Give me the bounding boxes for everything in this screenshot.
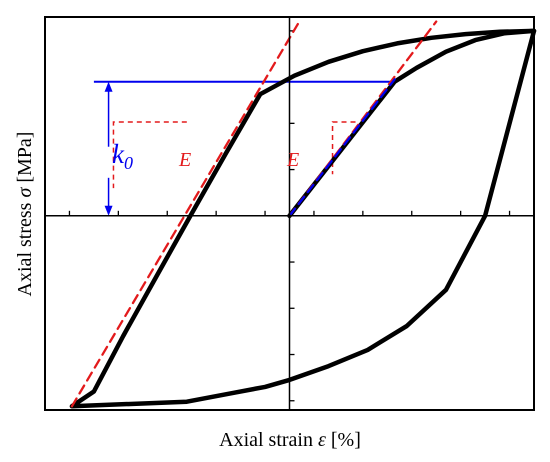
stress-strain-curve-1: [287, 28, 537, 219]
elastic-slope-line-3: [288, 20, 438, 217]
y-axis-label: Axial stress: [14, 202, 36, 296]
elastic-slope-line-2: [70, 20, 301, 408]
data-curves: [69, 20, 537, 409]
y-axis-symbol: σ: [14, 187, 36, 198]
e-label-reloading: E: [286, 149, 299, 171]
annotation-guides: [93, 80, 395, 216]
e-slope-triangle-loading: [112, 121, 187, 189]
y-axis-title: Axial stress σ [MPa]: [14, 132, 36, 297]
x-axis-unit: [%]: [331, 429, 361, 451]
stress-strain-curve-0: [69, 28, 537, 409]
y-axis-unit: [MPa]: [14, 132, 36, 183]
e-label-loading: E: [178, 149, 191, 171]
x-axis-label: Axial strain: [219, 429, 313, 451]
k0-arrowhead-down: [104, 205, 113, 216]
elastic-slope-line-4: [288, 78, 396, 217]
k0-arrowhead-up: [104, 81, 113, 92]
x-axis-title: Axial strain ε [%]: [219, 429, 361, 451]
k0-label: k0: [112, 139, 133, 173]
x-axis-symbol: ε: [318, 429, 326, 451]
e-slope-triangle-reloading: [331, 121, 356, 175]
